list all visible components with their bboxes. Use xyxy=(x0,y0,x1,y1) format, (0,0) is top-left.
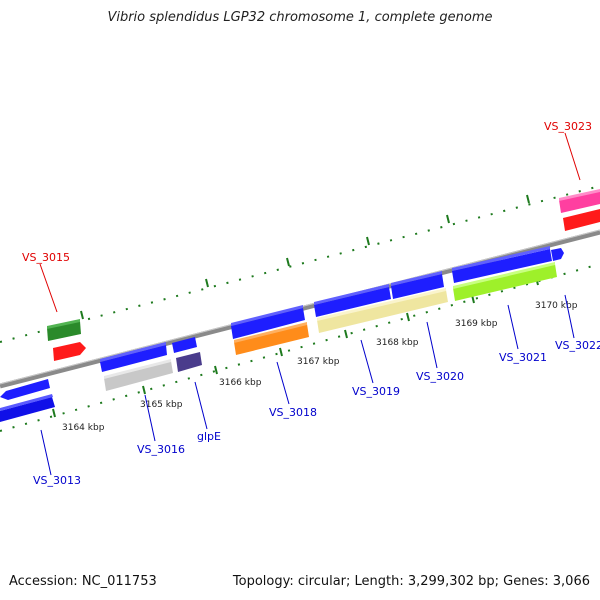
tick-label: 3164 kbp xyxy=(62,423,105,433)
accession-text: Accession: NC_011753 xyxy=(9,574,157,589)
topology-text: Topology: circular; Length: 3,299,302 bp… xyxy=(232,574,590,589)
gene-label-vs3015[interactable]: VS_3015 xyxy=(22,251,70,264)
gene-arrow-vs3020[interactable] xyxy=(391,271,444,299)
gene-label-vs3023[interactable]: VS_3023 xyxy=(544,120,592,133)
label-leaders xyxy=(39,132,581,476)
gene-label-vs3019[interactable]: VS_3019 xyxy=(352,385,400,398)
gene-label-glpe[interactable]: glpE xyxy=(197,430,221,443)
gene-arrow-vs3022[interactable] xyxy=(551,248,564,261)
tick-label: 3166 kbp xyxy=(219,378,262,388)
gene-label-vs3022[interactable]: VS_3022 xyxy=(555,339,600,352)
gene-label-vs3013[interactable]: VS_3013 xyxy=(33,474,81,487)
map-title: Vibrio splendidus LGP32 chromosome 1, co… xyxy=(107,10,493,25)
gene-arrow-vs3013[interactable] xyxy=(0,379,55,422)
gene-arrow-vs3015[interactable] xyxy=(47,319,86,361)
gene-label-vs3020[interactable]: VS_3020 xyxy=(416,370,464,383)
gene-label-vs3018[interactable]: VS_3018 xyxy=(269,406,317,419)
gene-arrow-vs3018[interactable] xyxy=(231,305,309,355)
gene-label-vs3021[interactable]: VS_3021 xyxy=(499,351,547,364)
gene-arrow-vs3016[interactable] xyxy=(100,342,173,391)
tick-label: 3170 kbp xyxy=(535,301,578,311)
gene-arrow-vs3023[interactable] xyxy=(559,189,600,231)
gene-arrow-glpe[interactable] xyxy=(172,337,202,372)
gene-arrow-vs3019[interactable] xyxy=(314,284,448,333)
gene-label-vs3016[interactable]: VS_3016 xyxy=(137,443,185,456)
tick-label: 3169 kbp xyxy=(455,319,498,329)
gene-arrow-vs3021[interactable] xyxy=(452,246,557,301)
tick-label: 3167 kbp xyxy=(297,357,340,367)
tick-label: 3168 kbp xyxy=(376,338,419,348)
tick-label: 3165 kbp xyxy=(140,400,183,410)
